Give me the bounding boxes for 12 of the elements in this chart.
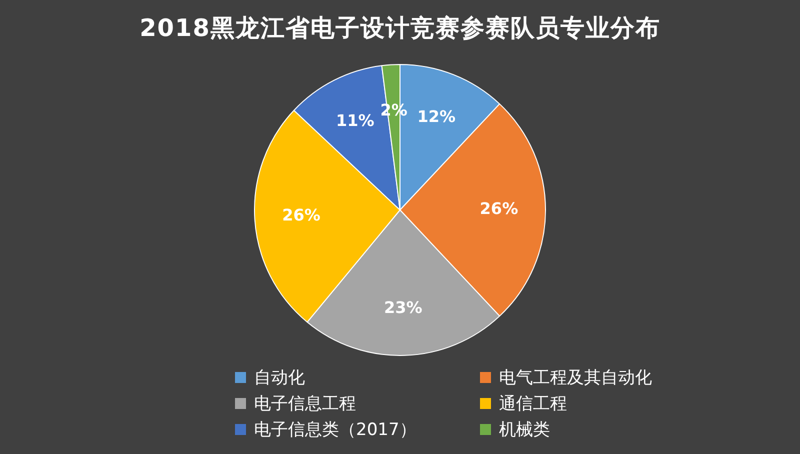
data-label: 23% — [384, 298, 422, 318]
data-label: 26% — [480, 199, 518, 218]
legend-label: 自动化 — [254, 366, 305, 388]
data-label: 11% — [336, 111, 374, 130]
legend-label: 电气工程及其自动化 — [499, 366, 652, 388]
legend-label: 电子信息工程 — [254, 392, 356, 414]
data-label: 12% — [417, 107, 456, 126]
data-label: 26% — [282, 205, 320, 224]
legend-label: 通信工程 — [499, 392, 567, 414]
chart-title: 2018黑龙江省电子设计竞赛参赛队员专业分布 — [138, 13, 662, 44]
legend-label: 电子信息类（2017） — [254, 418, 416, 440]
legend-label: 机械类 — [499, 418, 550, 440]
